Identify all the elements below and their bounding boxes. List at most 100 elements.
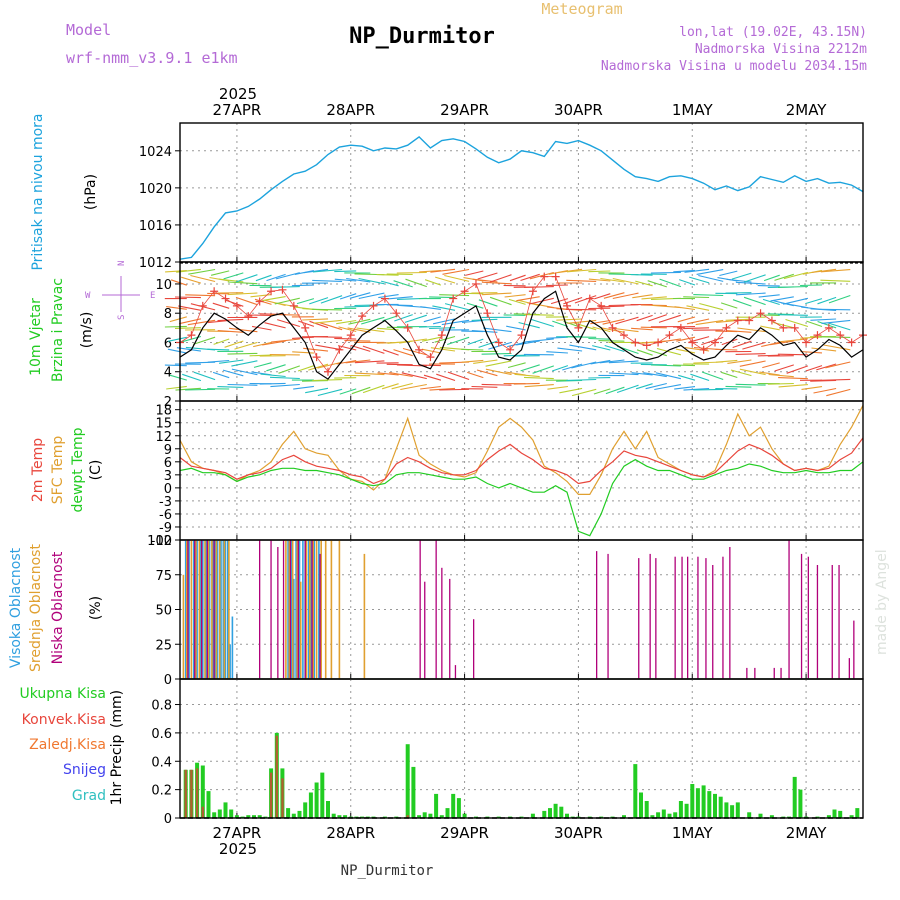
- wind-arrow: [217, 330, 244, 333]
- wind-arrow: [362, 384, 385, 394]
- wind-arrow: [235, 296, 258, 306]
- total-precip-bar: [434, 793, 439, 818]
- high-cloud-bar: [216, 540, 219, 679]
- total-precip-bar: [542, 810, 547, 818]
- total-precip-bar: [240, 816, 245, 818]
- wind-arrow: [503, 314, 526, 316]
- wind-arrow: [672, 364, 696, 367]
- low-cloud-bar: [304, 540, 306, 679]
- y-tick-label: 12: [155, 430, 172, 445]
- wind-arrow: [547, 385, 568, 390]
- wind-arrow: [312, 268, 343, 273]
- wind-arrow: [405, 278, 427, 288]
- panel-border: [179, 400, 864, 541]
- wind-arrow: [234, 341, 258, 350]
- wind-arrow: [334, 278, 357, 282]
- wind-arrow: [444, 274, 470, 282]
- wind-arrow: [192, 336, 216, 345]
- wind-arrow: [312, 308, 343, 311]
- total-precip-bar: [417, 815, 422, 818]
- wind-arrow: [774, 364, 794, 372]
- wind-arrow: [387, 296, 413, 300]
- wind-arrow: [185, 294, 216, 297]
- panel-border: [179, 122, 864, 263]
- top-day-label: 1MAY: [672, 101, 714, 119]
- wind-arrow: [348, 318, 371, 325]
- bottom-day-label: 29APR: [440, 824, 489, 842]
- top-day-label: 27APR: [213, 101, 262, 119]
- wind-arrow: [334, 270, 357, 273]
- top-day-label: 28APR: [326, 101, 375, 119]
- mid-cloud-bar: [363, 553, 366, 679]
- mid-cloud-bar: [309, 540, 311, 679]
- wind-arrow: [762, 298, 780, 306]
- wind-arrow: [674, 306, 696, 311]
- wind-arrow: [312, 336, 343, 338]
- wind-arrow: [207, 359, 230, 363]
- y-tick-label: 18: [155, 404, 172, 419]
- wind-arrow: [523, 286, 554, 289]
- compass-w: W: [85, 291, 91, 301]
- wind-arrow: [603, 292, 625, 299]
- low-cloud-bar: [705, 558, 707, 679]
- wind-arrow: [588, 337, 611, 340]
- total-precip-bar: [428, 813, 433, 818]
- wind-arrow: [278, 365, 300, 374]
- wind-arrow: [429, 387, 456, 391]
- wind-arrow: [429, 296, 456, 299]
- total-precip-bar: [559, 806, 564, 818]
- low-cloud-bar: [729, 547, 731, 679]
- wind-arrow: [683, 327, 710, 330]
- wind-arrow: [292, 336, 314, 339]
- total-precip-bar: [217, 809, 222, 818]
- convective-precip-bar: [201, 806, 204, 818]
- wind-arrow: [164, 364, 187, 367]
- total-precip-bar: [565, 813, 569, 818]
- wind-arrow: [774, 273, 794, 281]
- wind-arrow: [762, 362, 780, 369]
- wind-arrow: [732, 299, 752, 307]
- wind-arrow: [420, 306, 441, 310]
- wind-arrow: [305, 387, 329, 394]
- wind-arrow: [770, 340, 794, 346]
- high-cloud-bar: [188, 540, 190, 679]
- high-cloud-bar: [220, 540, 222, 679]
- total-precip-bar: [200, 765, 205, 818]
- wind-arrow: [810, 379, 837, 382]
- high-cloud-bar: [318, 540, 320, 679]
- wind-arrow: [317, 388, 343, 397]
- wind-arrow: [777, 353, 808, 356]
- high-cloud-bar: [295, 540, 297, 679]
- wind-arrow: [516, 296, 540, 302]
- precip-panel: 0 0.2 0.4 0.6 0.8: [151, 678, 864, 827]
- pressure-unit: (hPa): [83, 174, 99, 210]
- y-tick-label: 1020: [139, 182, 172, 197]
- high-cloud-bar: [310, 540, 312, 679]
- wind-arrow: [404, 314, 427, 323]
- chart-subtitle: Meteogram: [541, 0, 622, 18]
- total-precip-bar: [695, 788, 700, 818]
- wind-arrow: [303, 268, 329, 274]
- wind-arrow: [481, 281, 512, 285]
- wind-arrow: [767, 382, 794, 385]
- total-precip-bar: [724, 802, 729, 818]
- y-tick-label: 4: [164, 366, 172, 381]
- wind-arrow: [185, 388, 216, 391]
- wind-arrow: [277, 319, 300, 328]
- total-precip-bar: [826, 815, 831, 818]
- wind-arrow: [259, 382, 286, 385]
- wind-arrow: [647, 280, 667, 288]
- cloud-ylabels: Visoka Oblacnost Srednja Oblacnost Niska O…: [8, 544, 66, 672]
- wind-arrow: [315, 344, 343, 351]
- high-cloud-bar: [313, 540, 316, 679]
- wind-arrow: [550, 298, 569, 305]
- wind-arrow: [346, 277, 371, 283]
- wind-arrow: [608, 372, 639, 376]
- low-cloud-bar: [773, 667, 775, 679]
- total-precip-bar: [411, 766, 416, 818]
- wind-arrow: [309, 297, 329, 305]
- total-precip-bar: [314, 782, 319, 818]
- precip-unit: (mm): [109, 690, 125, 728]
- wind-arrow: [820, 308, 851, 311]
- high-cloud-bar: [202, 540, 204, 679]
